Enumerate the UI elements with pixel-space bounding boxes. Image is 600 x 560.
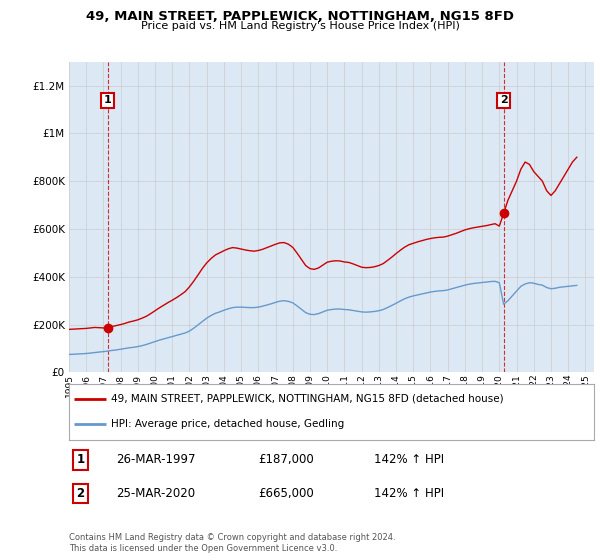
Text: £187,000: £187,000 [258, 454, 314, 466]
Text: 49, MAIN STREET, PAPPLEWICK, NOTTINGHAM, NG15 8FD: 49, MAIN STREET, PAPPLEWICK, NOTTINGHAM,… [86, 10, 514, 23]
Text: £665,000: £665,000 [258, 487, 314, 500]
Text: 26-MAR-1997: 26-MAR-1997 [116, 454, 196, 466]
Text: 2: 2 [76, 487, 85, 500]
Text: Price paid vs. HM Land Registry's House Price Index (HPI): Price paid vs. HM Land Registry's House … [140, 21, 460, 31]
Text: 142% ↑ HPI: 142% ↑ HPI [373, 487, 443, 500]
Text: 1: 1 [104, 95, 112, 105]
Text: 142% ↑ HPI: 142% ↑ HPI [373, 454, 443, 466]
Text: Contains HM Land Registry data © Crown copyright and database right 2024.
This d: Contains HM Land Registry data © Crown c… [69, 533, 395, 553]
Text: 1: 1 [76, 454, 85, 466]
Text: 49, MAIN STREET, PAPPLEWICK, NOTTINGHAM, NG15 8FD (detached house): 49, MAIN STREET, PAPPLEWICK, NOTTINGHAM,… [111, 394, 503, 404]
Text: 25-MAR-2020: 25-MAR-2020 [116, 487, 196, 500]
Text: HPI: Average price, detached house, Gedling: HPI: Average price, detached house, Gedl… [111, 419, 344, 430]
Text: 2: 2 [500, 95, 508, 105]
